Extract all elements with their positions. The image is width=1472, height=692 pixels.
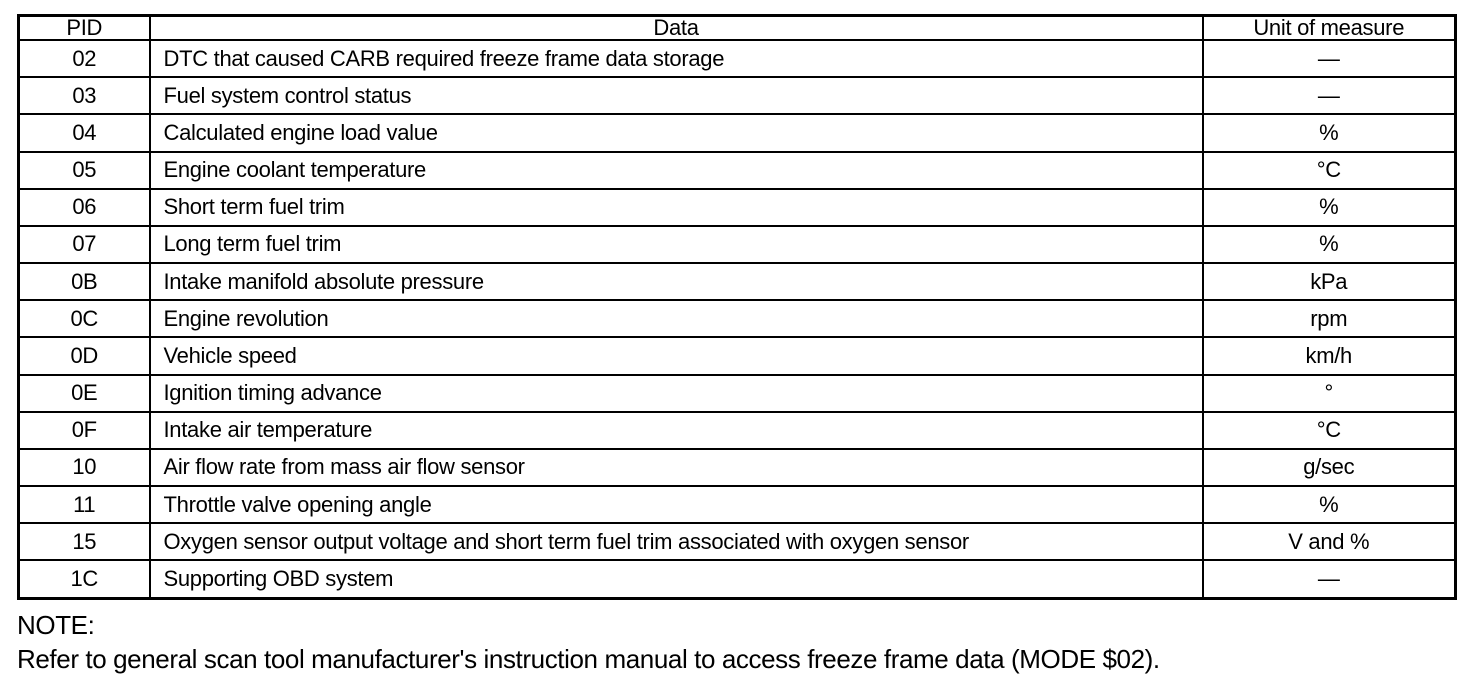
table-row: 0C Engine revolution rpm xyxy=(17,299,1457,339)
data-cell: Engine revolution xyxy=(148,299,1204,339)
data-cell: Intake air temperature xyxy=(148,410,1204,450)
unit-cell: °C xyxy=(1201,150,1457,190)
table-row: 03 Fuel system control status — xyxy=(17,76,1457,116)
data-cell: Supporting OBD system xyxy=(148,559,1204,600)
table-row: 0F Intake air temperature °C xyxy=(17,410,1457,450)
pid-cell: 0D xyxy=(17,336,151,376)
data-cell: Air flow rate from mass air flow sensor xyxy=(148,447,1204,488)
data-cell: Short term fuel trim xyxy=(148,187,1204,227)
pid-table: PID Data Unit of measure 02 DTC that cau… xyxy=(17,14,1457,600)
pid-cell: 1C xyxy=(17,559,151,600)
table-row: 0D Vehicle speed km/h xyxy=(17,336,1457,376)
pid-cell: 05 xyxy=(17,150,151,190)
table-row: 05 Engine coolant temperature °C xyxy=(17,150,1457,190)
note-label: NOTE: xyxy=(17,610,95,640)
header-data: Data xyxy=(148,14,1204,41)
unit-cell: km/h xyxy=(1201,336,1457,376)
pid-cell: 07 xyxy=(17,224,151,265)
pid-cell: 10 xyxy=(17,447,151,488)
pid-cell: 0E xyxy=(17,373,151,413)
note-block: NOTE: Refer to general scan tool manufac… xyxy=(17,608,1160,676)
unit-cell: % xyxy=(1201,113,1457,153)
note-text: Refer to general scan tool manufacturer'… xyxy=(17,644,1160,674)
unit-cell: V and % xyxy=(1201,522,1457,562)
pid-cell: 02 xyxy=(17,38,151,79)
freeze-frame-pid-table: PID Data Unit of measure 02 DTC that cau… xyxy=(17,14,1457,600)
data-cell: Calculated engine load value xyxy=(148,113,1204,153)
data-cell: Intake manifold absolute pressure xyxy=(148,262,1204,302)
data-cell: Ignition timing advance xyxy=(148,373,1204,413)
unit-cell: kPa xyxy=(1201,262,1457,302)
table-row: 02 DTC that caused CARB required freeze … xyxy=(17,38,1457,79)
unit-cell: % xyxy=(1201,187,1457,227)
data-cell: Oxygen sensor output voltage and short t… xyxy=(148,522,1204,562)
pid-cell: 03 xyxy=(17,76,151,116)
data-cell: Engine coolant temperature xyxy=(148,150,1204,190)
unit-cell: — xyxy=(1201,559,1457,600)
pid-cell: 06 xyxy=(17,187,151,227)
pid-cell: 0F xyxy=(17,410,151,450)
pid-cell: 0B xyxy=(17,262,151,302)
unit-cell: — xyxy=(1201,76,1457,116)
unit-cell: g/sec xyxy=(1201,447,1457,488)
table-row: 0E Ignition timing advance ° xyxy=(17,373,1457,413)
table-row: 06 Short term fuel trim % xyxy=(17,187,1457,227)
pid-cell: 11 xyxy=(17,485,151,525)
header-pid: PID xyxy=(17,14,151,41)
table-row: 0B Intake manifold absolute pressure kPa xyxy=(17,262,1457,302)
pid-cell: 0C xyxy=(17,299,151,339)
table-row: 10 Air flow rate from mass air flow sens… xyxy=(17,447,1457,488)
table-row: 04 Calculated engine load value % xyxy=(17,113,1457,153)
data-cell: DTC that caused CARB required freeze fra… xyxy=(148,38,1204,79)
table-header-row: PID Data Unit of measure xyxy=(17,14,1457,41)
unit-cell: rpm xyxy=(1201,299,1457,339)
table-row: 11 Throttle valve opening angle % xyxy=(17,485,1457,525)
data-cell: Long term fuel trim xyxy=(148,224,1204,265)
unit-cell: — xyxy=(1201,38,1457,79)
unit-cell: % xyxy=(1201,485,1457,525)
unit-cell: °C xyxy=(1201,410,1457,450)
pid-cell: 15 xyxy=(17,522,151,562)
header-unit: Unit of measure xyxy=(1201,14,1457,41)
data-cell: Fuel system control status xyxy=(148,76,1204,116)
unit-cell: % xyxy=(1201,224,1457,265)
unit-cell: ° xyxy=(1201,373,1457,413)
data-cell: Vehicle speed xyxy=(148,336,1204,376)
data-cell: Throttle valve opening angle xyxy=(148,485,1204,525)
table-row: 1C Supporting OBD system — xyxy=(17,559,1457,600)
table-row: 15 Oxygen sensor output voltage and shor… xyxy=(17,522,1457,562)
table-row: 07 Long term fuel trim % xyxy=(17,224,1457,265)
pid-cell: 04 xyxy=(17,113,151,153)
